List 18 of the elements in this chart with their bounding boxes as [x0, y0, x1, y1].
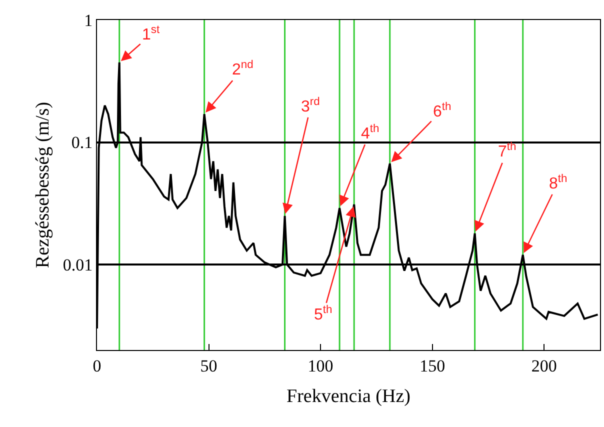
x-tick-label: 150 [420, 356, 446, 376]
x-tick-label: 0 [92, 356, 102, 376]
x-tick-label: 50 [200, 356, 218, 376]
x-tick-label: 200 [531, 356, 557, 376]
annotation: 8$^{th}$ [549, 173, 568, 193]
y-tick-label: 1 [84, 10, 93, 30]
y-tick-label: 0.1 [71, 133, 93, 152]
annotation: 7$^{th}$ [498, 141, 516, 161]
annotation: 5$^{th}$ [314, 304, 332, 324]
annotation: 1$^{st}$ [142, 24, 160, 44]
y-tick-label: 0.01 [62, 255, 93, 274]
annotation: 6$^{th}$ [433, 101, 452, 121]
y-axis-title: Rezgéssebesség (m/s) [32, 102, 54, 268]
annotation: 4$^{th}$ [361, 123, 380, 143]
x-axis-title: Frekvencia (Hz) [286, 386, 410, 408]
annotation: 3$^{rd}$ [301, 96, 320, 116]
x-tick-label: 100 [308, 356, 334, 376]
annotation: 2$^{nd}$ [232, 59, 254, 79]
